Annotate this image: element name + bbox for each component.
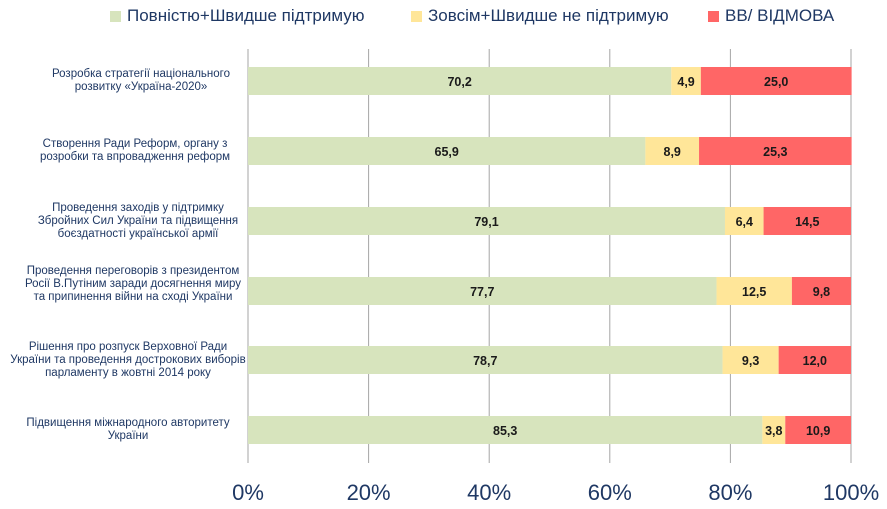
bar-segment <box>785 416 851 444</box>
data-label: 85,3 <box>493 424 517 438</box>
x-tick-label: 80% <box>708 480 752 505</box>
data-label: 8,9 <box>664 145 681 159</box>
legend-item-oppose: Зовсім+Швидше не підтримую <box>411 6 669 26</box>
legend-swatch-support <box>110 10 121 22</box>
data-label: 70,2 <box>447 75 471 89</box>
legend-label-oppose: Зовсім+Швидше не підтримую <box>428 6 669 25</box>
category-label: Розробка стратегії національного розвитк… <box>51 68 230 93</box>
bar-segment <box>791 277 851 305</box>
legend-label-support: Повністю+Швидше підтримую <box>127 6 365 25</box>
bar-segment <box>248 346 723 374</box>
x-tick-label: 100% <box>823 480 879 505</box>
bar-segment <box>699 137 852 165</box>
bar-segment <box>722 346 779 374</box>
bar-segment <box>724 207 764 235</box>
legend: Повністю+Швидше підтримую Зовсім+Швидше … <box>0 6 887 30</box>
legend-label-refusal: ВВ/ ВІДМОВА <box>725 6 835 25</box>
bar-segment <box>700 67 852 95</box>
bar-segment <box>645 137 700 165</box>
bar-segment <box>248 67 672 95</box>
data-label: 65,9 <box>435 145 459 159</box>
bar-segment <box>762 416 786 444</box>
legend-item-support: Повністю+Швидше підтримую <box>110 6 364 26</box>
category-label: Підвищення міжнародного авторитету Украї… <box>26 417 230 442</box>
category-label: Проведення заходів у підтримку Збройних … <box>37 202 239 240</box>
x-tick-label: 60% <box>588 480 632 505</box>
data-label: 9,3 <box>742 354 759 368</box>
bar-segment <box>248 416 763 444</box>
data-label: 79,1 <box>474 215 498 229</box>
legend-swatch-refusal <box>708 10 719 22</box>
data-label: 6,4 <box>736 215 753 229</box>
category-label: Рішення про розпуск Верховної Ради Украї… <box>10 341 246 379</box>
data-label: 25,3 <box>763 145 787 159</box>
data-label: 12,0 <box>803 354 827 368</box>
data-label: 14,5 <box>795 215 819 229</box>
data-label: 25,0 <box>764 75 788 89</box>
data-label: 12,5 <box>742 285 766 299</box>
bar-segment <box>671 67 701 95</box>
x-tick-label: 20% <box>347 480 391 505</box>
legend-item-refusal: ВВ/ ВІДМОВА <box>708 6 834 26</box>
legend-swatch-oppose <box>411 10 422 22</box>
data-label: 9,8 <box>813 285 830 299</box>
x-tick-label: 40% <box>467 480 511 505</box>
bar-segment <box>716 277 792 305</box>
category-label: Створення Ради Реформ, органу з розробки… <box>39 138 231 163</box>
bar-segment <box>248 277 717 305</box>
data-label: 78,7 <box>473 354 497 368</box>
x-tick-label: 0% <box>232 480 264 505</box>
data-label: 4,9 <box>677 75 694 89</box>
bar-segment <box>778 346 851 374</box>
bar-segment <box>763 207 851 235</box>
bar-segment <box>248 137 646 165</box>
bar-segment <box>248 207 725 235</box>
category-label: Проведення переговорів з президентом Рос… <box>24 265 242 303</box>
data-label: 10,9 <box>806 424 830 438</box>
data-label: 77,7 <box>470 285 494 299</box>
data-label: 3,8 <box>765 424 782 438</box>
